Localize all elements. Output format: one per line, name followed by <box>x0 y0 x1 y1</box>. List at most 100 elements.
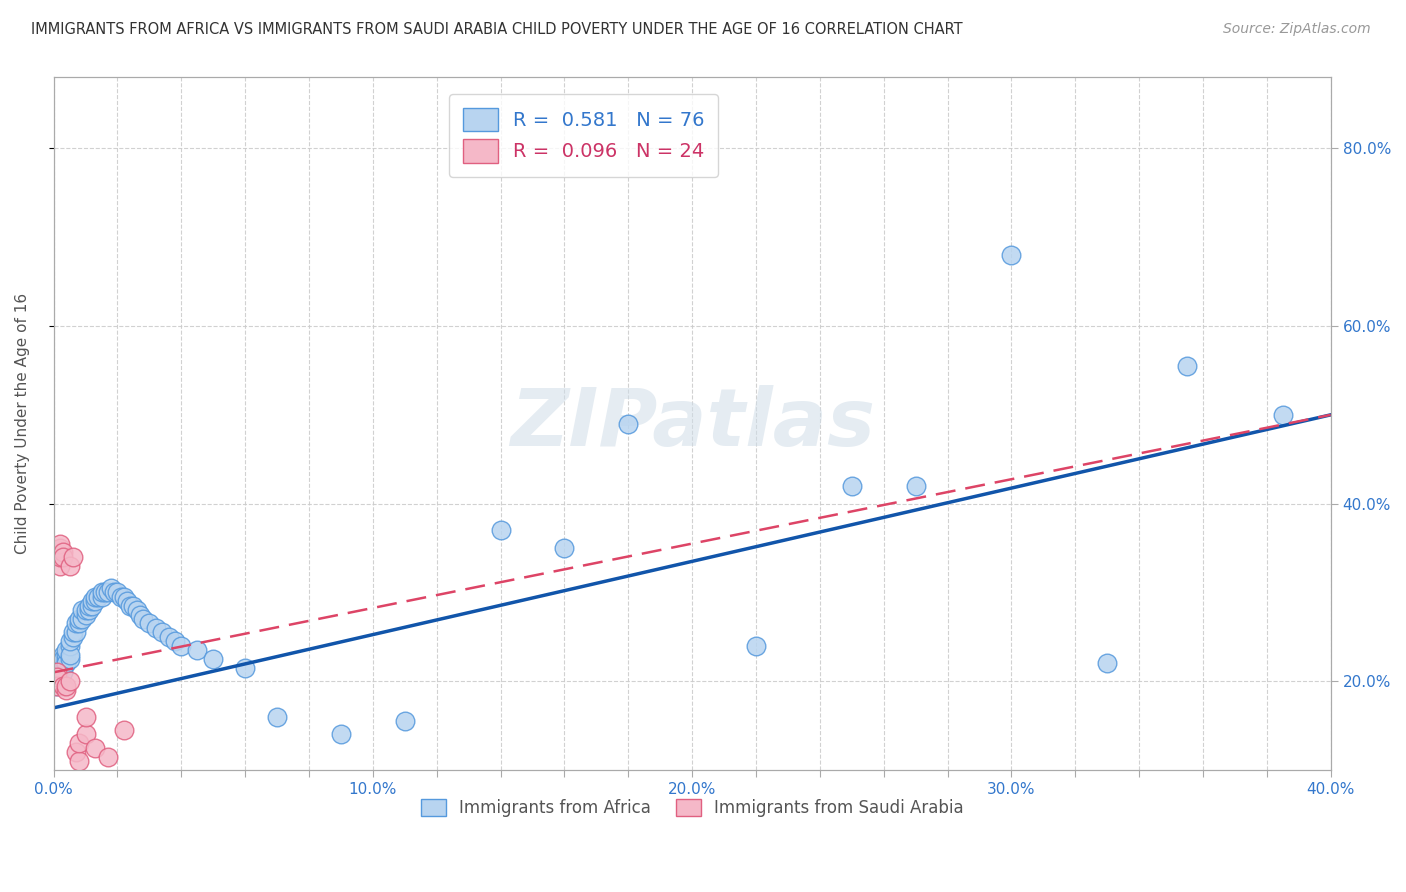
Point <box>45 657 67 671</box>
Point <box>75 603 97 617</box>
Point <box>115 594 138 608</box>
Point <box>45 665 67 680</box>
Point <box>157 630 180 644</box>
Point <box>112 723 135 737</box>
Point <box>841 479 863 493</box>
Point <box>132 612 155 626</box>
Point <box>45 661 67 675</box>
Point <box>77 599 100 613</box>
Point <box>49 541 72 555</box>
Point <box>49 661 72 675</box>
Text: Source: ZipAtlas.com: Source: ZipAtlas.com <box>1223 22 1371 37</box>
Point <box>90 590 112 604</box>
Point <box>45 679 67 693</box>
Point <box>67 616 90 631</box>
Point <box>45 670 67 684</box>
Point <box>55 683 77 698</box>
Point <box>49 674 72 689</box>
Point <box>553 541 575 555</box>
Point <box>77 603 100 617</box>
Legend: Immigrants from Africa, Immigrants from Saudi Arabia: Immigrants from Africa, Immigrants from … <box>413 792 970 824</box>
Point <box>62 549 84 564</box>
Point <box>67 612 90 626</box>
Point <box>84 594 107 608</box>
Point <box>55 643 77 657</box>
Point <box>55 652 77 666</box>
Point <box>75 727 97 741</box>
Point <box>84 740 107 755</box>
Point <box>1000 248 1022 262</box>
Point <box>52 545 75 559</box>
Point <box>49 665 72 680</box>
Point <box>107 585 129 599</box>
Point <box>52 657 75 671</box>
Point <box>122 599 145 613</box>
Point <box>90 585 112 599</box>
Point <box>58 652 80 666</box>
Point <box>58 674 80 689</box>
Point <box>87 590 110 604</box>
Point <box>202 652 225 666</box>
Point <box>329 727 352 741</box>
Point <box>186 643 208 657</box>
Point <box>45 679 67 693</box>
Point <box>49 558 72 573</box>
Point <box>58 634 80 648</box>
Point <box>72 603 94 617</box>
Point <box>233 661 256 675</box>
Point <box>55 679 77 693</box>
Point <box>100 581 122 595</box>
Point <box>65 745 87 759</box>
Point <box>145 621 167 635</box>
Point <box>52 679 75 693</box>
Point <box>62 625 84 640</box>
Point <box>52 665 75 680</box>
Point <box>110 590 132 604</box>
Point <box>1095 657 1118 671</box>
Point <box>103 585 125 599</box>
Point <box>67 736 90 750</box>
Point <box>62 630 84 644</box>
Point <box>266 710 288 724</box>
Point <box>58 558 80 573</box>
Point <box>1271 408 1294 422</box>
Point <box>120 599 142 613</box>
Point <box>49 536 72 550</box>
Point <box>45 674 67 689</box>
Point <box>80 594 103 608</box>
Point <box>617 417 640 431</box>
Point <box>112 590 135 604</box>
Point <box>45 665 67 680</box>
Point <box>97 749 120 764</box>
Point <box>49 657 72 671</box>
Point <box>1175 359 1198 373</box>
Point <box>65 625 87 640</box>
Point <box>84 590 107 604</box>
Point <box>80 599 103 613</box>
Point <box>128 607 150 622</box>
Point <box>72 612 94 626</box>
Point <box>58 648 80 662</box>
Text: ZIPatlas: ZIPatlas <box>509 384 875 463</box>
Point <box>55 657 77 671</box>
Point <box>52 652 75 666</box>
Point <box>125 603 148 617</box>
Point <box>52 648 75 662</box>
Point <box>394 714 416 728</box>
Point <box>745 639 768 653</box>
Point <box>170 639 193 653</box>
Point <box>138 616 160 631</box>
Y-axis label: Child Poverty Under the Age of 16: Child Poverty Under the Age of 16 <box>15 293 30 554</box>
Point <box>904 479 927 493</box>
Point <box>97 585 120 599</box>
Point <box>58 639 80 653</box>
Point <box>65 616 87 631</box>
Point <box>489 523 512 537</box>
Text: IMMIGRANTS FROM AFRICA VS IMMIGRANTS FROM SAUDI ARABIA CHILD POVERTY UNDER THE A: IMMIGRANTS FROM AFRICA VS IMMIGRANTS FRO… <box>31 22 963 37</box>
Point <box>75 710 97 724</box>
Point <box>67 754 90 768</box>
Point <box>55 648 77 662</box>
Point <box>45 674 67 689</box>
Point <box>52 549 75 564</box>
Point <box>49 549 72 564</box>
